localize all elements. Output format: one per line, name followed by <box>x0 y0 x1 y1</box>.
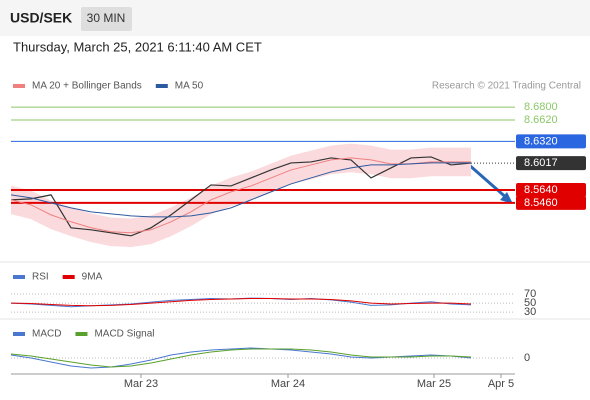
level-box <box>516 134 586 149</box>
level-label: 8.6320 <box>524 135 558 147</box>
series-line <box>10 298 472 307</box>
forecast-arrowhead <box>500 192 513 204</box>
y-tick-label: 70 <box>524 288 536 300</box>
legend-label: RSI <box>32 272 49 283</box>
level-box <box>516 156 586 171</box>
price-line <box>10 156 472 237</box>
legend-label: MACD <box>32 329 61 340</box>
x-tick-label: Mar 23 <box>124 378 158 390</box>
level-box <box>516 195 586 210</box>
level-label: 8.6620 <box>524 114 558 126</box>
y-tick-label: 0 <box>524 352 530 364</box>
legend-label: MA 50 <box>175 81 204 92</box>
bollinger-band <box>11 143 471 248</box>
legend-swatch <box>155 84 168 88</box>
source-label: Research © 2021 Trading Central <box>432 81 581 92</box>
legend-label: 9MA <box>82 272 103 283</box>
y-tick-label: 50 <box>524 297 536 309</box>
series-line <box>10 157 471 234</box>
level-label: 8.5460 <box>524 197 558 209</box>
x-tick-label: Mar 24 <box>271 378 305 390</box>
interval-button[interactable] <box>81 7 132 31</box>
forecast-arrow <box>467 162 510 202</box>
x-tick-label: Apr 5 <box>488 378 514 390</box>
legend-swatch <box>75 332 88 336</box>
level-box <box>516 183 586 197</box>
series-line <box>10 348 472 368</box>
legend-swatch <box>13 275 25 279</box>
legend-label: MA 20 + Bollinger Bands <box>32 81 142 92</box>
legend-swatch <box>13 84 25 88</box>
legend-label: MACD Signal <box>94 329 154 340</box>
level-label: 8.5640 <box>524 184 558 196</box>
legend-swatch <box>13 332 25 336</box>
series-line <box>10 162 471 218</box>
timestamp: Thursday, March 25, 2021 6:11:40 AM CET <box>13 39 262 54</box>
interval-label[interactable]: 30 MIN <box>87 11 126 25</box>
legend-swatch <box>62 275 75 279</box>
x-tick-label: Mar 25 <box>417 378 451 390</box>
y-tick-label: 30 <box>524 306 536 318</box>
level-label: 8.6800 <box>524 101 558 113</box>
level-label: 8.6017 <box>524 157 558 169</box>
symbol: USD/SEK <box>10 10 72 26</box>
